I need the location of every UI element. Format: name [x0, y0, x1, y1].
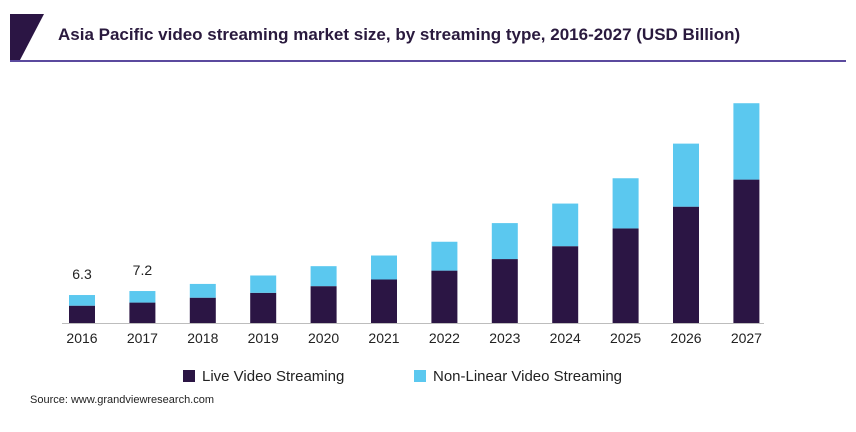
data-label-2016: 6.3: [72, 266, 92, 282]
x-tick-label-2023: 2023: [489, 330, 520, 346]
bar-live-2023: [491, 259, 518, 323]
legend-swatch-live: [183, 370, 195, 382]
bar-live-2021: [371, 279, 397, 323]
x-tick-label-2019: 2019: [248, 330, 279, 346]
bar-nonlinear-2027: [733, 103, 760, 180]
legend-item-live: Live Video Streaming: [183, 366, 344, 386]
title-accent-shape: [10, 14, 44, 60]
title-underline: [10, 60, 846, 62]
bar-live-2019: [250, 292, 277, 323]
bar-nonlinear-2023: [491, 223, 518, 260]
legend-item-nonlinear: Non-Linear Video Streaming: [414, 366, 622, 386]
bar-live-2026: [673, 206, 699, 323]
bar-nonlinear-2025: [612, 178, 639, 229]
x-tick-label-2020: 2020: [308, 330, 339, 346]
bar-live-2020: [310, 286, 337, 323]
bar-live-2027: [733, 179, 760, 323]
bar-nonlinear-2020: [310, 266, 337, 287]
bar-live-2025: [612, 228, 639, 323]
bar-nonlinear-2016: [69, 295, 95, 306]
bar-nonlinear-2022: [431, 241, 458, 271]
source-note: Source: www.grandviewresearch.com: [30, 394, 215, 406]
bar-nonlinear-2019: [250, 275, 277, 293]
title-bar: Asia Pacific video streaming market size…: [10, 14, 846, 60]
x-tick-label-2027: 2027: [731, 330, 762, 346]
chart-title: Asia Pacific video streaming market size…: [58, 25, 741, 44]
x-tick-label-2016: 2016: [66, 330, 97, 346]
bar-live-2022: [431, 270, 458, 323]
x-tick-label-2018: 2018: [187, 330, 218, 346]
legend-label-live: Live Video Streaming: [202, 367, 345, 385]
legend-swatch-nonlinear: [414, 370, 426, 382]
x-tick-label-2024: 2024: [550, 330, 581, 346]
data-label-2017: 7.2: [133, 262, 153, 278]
bar-live-2016: [69, 305, 95, 323]
x-tick-label-2025: 2025: [610, 330, 641, 346]
bar-live-2018: [189, 297, 216, 323]
x-tick-label-2017: 2017: [127, 330, 158, 346]
bar-nonlinear-2024: [552, 203, 579, 247]
legend-label-nonlinear: Non-Linear Video Streaming: [433, 367, 623, 385]
bar-nonlinear-2026: [673, 143, 699, 207]
x-tick-label-2021: 2021: [368, 330, 399, 346]
x-tick-label-2022: 2022: [429, 330, 460, 346]
x-tick-label-2026: 2026: [670, 330, 701, 346]
bar-live-2024: [552, 246, 579, 323]
bar-nonlinear-2021: [371, 255, 397, 280]
bar-live-2017: [129, 302, 156, 323]
legend: Live Video Streaming Non-Linear Video St…: [0, 366, 856, 386]
bar-nonlinear-2017: [129, 291, 156, 303]
bar-nonlinear-2018: [189, 283, 216, 298]
